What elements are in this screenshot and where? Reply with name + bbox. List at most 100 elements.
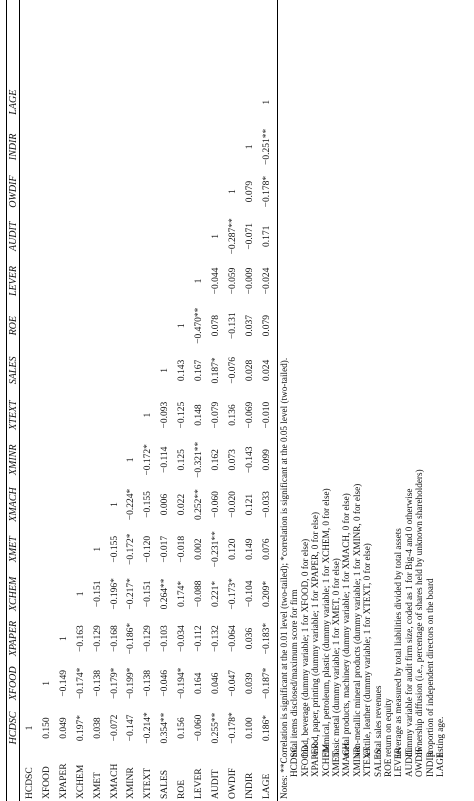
table-top-rule bbox=[6, 0, 7, 801]
correlation-cell: 0.036 bbox=[244, 627, 255, 650]
correlation-cell: 1 bbox=[41, 680, 52, 686]
column-header: OWDIF bbox=[8, 175, 19, 208]
correlation-cell: −0.194* bbox=[177, 667, 188, 700]
correlation-cell: −0.024 bbox=[261, 267, 272, 295]
correlation-cell: −0.151 bbox=[92, 580, 103, 608]
correlation-cell: −0.187* bbox=[261, 667, 272, 700]
correlation-cell: 0.028 bbox=[244, 359, 255, 382]
legend-row: XTEXT textile, leather (dummy variable; 1… bbox=[362, 3, 372, 799]
correlation-cell: −0.199* bbox=[126, 667, 137, 700]
correlation-cell: 0.167 bbox=[194, 359, 204, 382]
legend-code: INDIR bbox=[424, 751, 435, 777]
correlation-cell: −0.076 bbox=[227, 357, 238, 384]
correlation-cell: −0.060 bbox=[210, 491, 221, 518]
correlation-cell: 1 bbox=[143, 412, 154, 418]
correlation-cell: −0.017 bbox=[160, 535, 171, 563]
correlation-cell: −0.103 bbox=[160, 625, 171, 652]
correlation-cell: −0.149 bbox=[58, 669, 69, 697]
legend-code: OWDIF bbox=[414, 746, 425, 777]
correlation-cell: 0.046 bbox=[210, 672, 221, 694]
correlation-cell: 1 bbox=[261, 99, 272, 105]
legend-code: XCHEM bbox=[320, 743, 331, 777]
column-header: XTEXT bbox=[8, 400, 19, 430]
legend-row: LAGE listing age. bbox=[435, 3, 445, 799]
table-header-rule bbox=[19, 0, 20, 801]
legend-code: AUDIT bbox=[403, 748, 414, 777]
correlation-cell: −0.132 bbox=[210, 625, 221, 652]
row-label: INDIR bbox=[244, 772, 255, 799]
correlation-cell: 0.162 bbox=[210, 449, 221, 471]
legend-code: XMINR bbox=[351, 746, 362, 777]
correlation-cell: −0.010 bbox=[261, 401, 272, 429]
legend-code: XTEXT bbox=[362, 746, 373, 777]
correlation-cell: 0.149 bbox=[244, 538, 255, 560]
correlation-cell: 1 bbox=[25, 725, 35, 731]
row-label: XTEXT bbox=[143, 767, 154, 799]
correlation-cell: −0.251** bbox=[261, 128, 272, 166]
correlation-cell: −0.174* bbox=[75, 667, 86, 700]
correlation-cell: 0.079 bbox=[261, 315, 272, 337]
legend-description: ownership diffusion (i.e., percentage of… bbox=[414, 469, 425, 757]
legend-row: SALES total sales revenues bbox=[373, 3, 383, 799]
table-notes: Notes: **Correlation is significant at t… bbox=[279, 3, 446, 799]
correlation-cell: −0.059 bbox=[227, 267, 238, 295]
legend-row: XMINR non-metallic mineral products (dumm… bbox=[352, 3, 362, 799]
correlation-cell: 1 bbox=[75, 591, 86, 597]
correlation-cell: −0.088 bbox=[194, 580, 204, 608]
correlation-cell: 0.148 bbox=[194, 404, 204, 426]
correlation-cell: −0.186* bbox=[126, 622, 137, 655]
correlation-cell: −0.079 bbox=[210, 401, 221, 429]
column-header: ROE bbox=[8, 315, 19, 336]
legend-code: LEVER bbox=[393, 747, 404, 777]
correlation-cell: −0.129 bbox=[143, 625, 154, 652]
correlation-cell: −0.163 bbox=[75, 625, 86, 652]
correlation-cell: 1 bbox=[126, 457, 137, 463]
legend-row: OWDIF ownership diffusion (i.e., percenta… bbox=[414, 3, 424, 799]
correlation-cell: −0.172* bbox=[126, 533, 137, 565]
correlation-cell: −0.173* bbox=[227, 578, 238, 610]
correlation-cell: 0.120 bbox=[227, 538, 238, 560]
correlation-cell: −0.178* bbox=[261, 175, 272, 208]
correlation-cell: 0.006 bbox=[160, 493, 171, 516]
correlation-cell: −0.231** bbox=[210, 531, 221, 568]
column-header: XMACH bbox=[8, 487, 19, 522]
legend-description: textile, leather (dummy variable; 1 for … bbox=[362, 543, 373, 757]
correlation-cell: 0.022 bbox=[177, 493, 188, 516]
legend-row: HCDSC total items disclosed/maximum score… bbox=[289, 3, 299, 799]
correlation-cell: 0.037 bbox=[244, 315, 255, 337]
correlation-cell: 0.078 bbox=[210, 315, 221, 337]
correlation-cell: 0.100 bbox=[244, 717, 255, 739]
correlation-cell: −0.125 bbox=[177, 401, 188, 429]
legend-code: XPAPER bbox=[310, 742, 321, 777]
row-label: XMACH bbox=[109, 763, 120, 799]
legend-description: wood, paper, printing (dummy variable; 1… bbox=[310, 511, 321, 757]
correlation-cell: 0.150 bbox=[41, 717, 52, 739]
correlation-cell: 0.209* bbox=[261, 580, 272, 607]
correlation-cell: −0.224* bbox=[126, 488, 137, 521]
correlation-cell: −0.069 bbox=[244, 401, 255, 429]
legend-code: HCDSC bbox=[289, 746, 300, 777]
correlation-cell: 1 bbox=[177, 323, 188, 329]
correlation-cell: 0.136 bbox=[227, 404, 238, 426]
row-label: XCHEM bbox=[75, 764, 86, 799]
correlation-cell: 1 bbox=[58, 636, 69, 641]
correlation-cell: 0.143 bbox=[177, 359, 188, 382]
correlation-cell: 0.174* bbox=[177, 580, 188, 607]
correlation-cell: −0.147 bbox=[126, 714, 137, 742]
correlation-cell: −0.168 bbox=[109, 625, 120, 652]
correlation-cell: 0.186* bbox=[261, 714, 272, 742]
correlation-cell: −0.034 bbox=[177, 625, 188, 652]
correlation-cell: −0.129 bbox=[92, 625, 103, 652]
correlation-cell: 0.039 bbox=[244, 672, 255, 694]
correlation-cell: 0.252** bbox=[194, 489, 204, 520]
legend-description: food, beverage (dummy variable; 1 for XF… bbox=[299, 538, 310, 757]
column-header: XPAPER bbox=[8, 620, 19, 657]
legend-code: XFOOD bbox=[299, 745, 310, 777]
legend-row: XFOOD food, beverage (dummy variable; 1 f… bbox=[300, 3, 310, 799]
correlation-cell: 1 bbox=[109, 502, 120, 507]
correlation-cell: 0.164 bbox=[194, 672, 204, 694]
correlation-cell: 0.197* bbox=[75, 714, 86, 742]
column-header: XFOOD bbox=[8, 666, 19, 701]
correlation-cell: −0.104 bbox=[244, 580, 255, 608]
